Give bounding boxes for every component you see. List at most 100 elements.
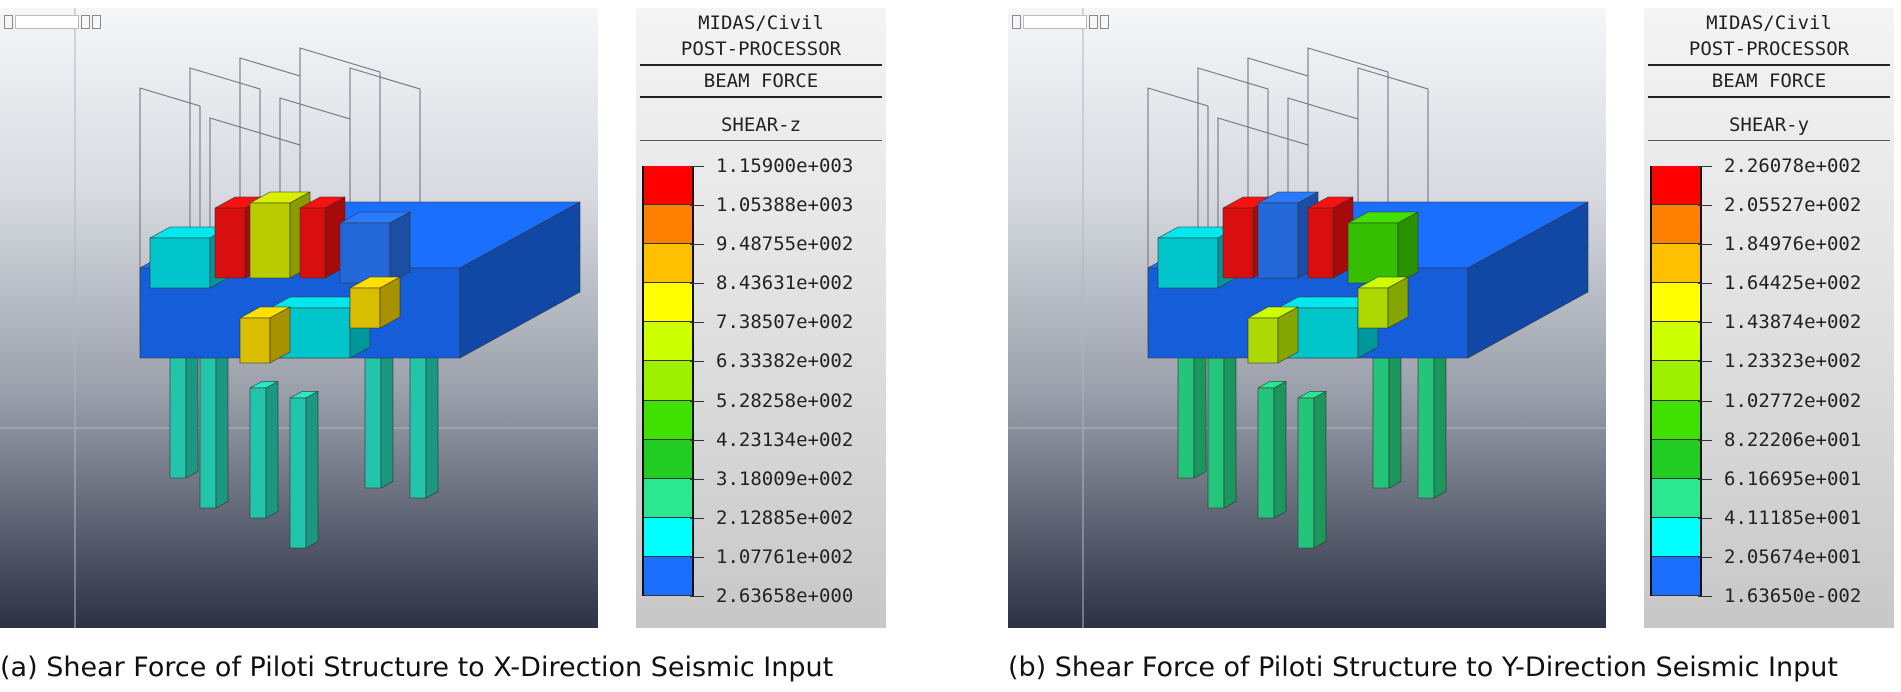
legend-tick [1698, 400, 1712, 402]
legend-value-label: 1.43874e+002 [1724, 311, 1862, 334]
legend-tick [1698, 596, 1712, 597]
legend-color-bar-a [642, 166, 694, 596]
legend-tick [1698, 166, 1712, 167]
legend-tick [690, 400, 704, 402]
legend-swatch [1652, 244, 1700, 284]
legend-divider [1648, 140, 1890, 141]
toolbar-button-b-3[interactable] [1100, 15, 1109, 29]
legend-tick [1698, 361, 1712, 363]
legend-swatch [1652, 322, 1700, 362]
legend-swatch [1652, 556, 1700, 596]
beam-segment [349, 276, 401, 329]
toolbar-button-a-2[interactable] [81, 15, 90, 29]
figure-caption-a: (a) Shear Force of Piloti Structure to X… [0, 652, 834, 683]
legend-tick [690, 556, 704, 558]
legend-divider [1648, 96, 1890, 98]
beam-segment [239, 306, 291, 364]
legend-value-label: 1.63650e-002 [1724, 585, 1862, 607]
beam-segment [1347, 211, 1419, 284]
beam-segment-high [1307, 196, 1354, 279]
model-viewport-b[interactable] [1008, 8, 1606, 628]
legend-value-label: 1.07761e+002 [716, 545, 854, 568]
legend-tick [1698, 244, 1712, 246]
legend-value-label: 1.64425e+002 [1724, 272, 1862, 295]
legend-swatch [644, 400, 692, 440]
legend-tick [690, 283, 704, 285]
legend-value-label: 1.05388e+003 [716, 194, 854, 217]
legend-swatch [1652, 205, 1700, 245]
legend-component: SHEAR-z [720, 114, 802, 136]
piloti-column [1417, 340, 1447, 499]
toolbar-button-a-3[interactable] [92, 15, 101, 29]
contour-legend-a: MIDAS/Civil POST-PROCESSOR BEAM FORCE SH… [636, 8, 886, 628]
legend-tick [1698, 205, 1712, 207]
legend-title-line1: MIDAS/Civil [1706, 12, 1832, 34]
legend-value-label: 4.23134e+002 [716, 428, 854, 451]
legend-tick [690, 517, 704, 519]
legend-tick [1698, 478, 1712, 480]
legend-divider [640, 64, 882, 66]
legend-value-label: 6.33382e+002 [716, 350, 854, 373]
legend-color-bar-b [1650, 166, 1702, 596]
toolbar-field-a[interactable] [15, 15, 79, 29]
legend-value-label: 5.28258e+002 [716, 389, 854, 412]
piloti-column [289, 390, 319, 549]
piloti-column [199, 350, 229, 509]
legend-tick [1698, 439, 1712, 441]
piloti-column [364, 350, 394, 489]
legend-swatch [644, 517, 692, 557]
legend-tick [690, 596, 704, 597]
toolbar-button-b-1[interactable] [1012, 15, 1021, 29]
legend-title-line2: POST-PROCESSOR [1688, 38, 1850, 60]
legend-swatch [644, 478, 692, 518]
legend-value-label: 6.16695e+001 [1724, 467, 1862, 490]
legend-tick [690, 205, 704, 207]
viewport-mini-toolbar-a [4, 14, 101, 30]
piloti-column [1297, 390, 1327, 549]
legend-tick [690, 166, 704, 167]
legend-value-label: 8.22206e+001 [1724, 428, 1862, 451]
legend-swatch [644, 283, 692, 323]
piloti-column [1372, 350, 1402, 489]
legend-value-label: 3.18009e+002 [716, 467, 854, 490]
legend-result-type: BEAM FORCE [1711, 70, 1827, 92]
legend-divider [640, 140, 882, 141]
piloti-model-render-a [0, 8, 598, 628]
legend-title-line1: MIDAS/Civil [698, 12, 824, 34]
legend-swatch [1652, 166, 1700, 206]
toolbar-button-a-1[interactable] [4, 15, 13, 29]
legend-tick [690, 439, 704, 441]
piloti-column [169, 340, 199, 479]
legend-value-label: 1.84976e+002 [1724, 233, 1862, 256]
legend-value-label: 1.15900e+003 [716, 155, 854, 177]
legend-result-type: BEAM FORCE [703, 70, 819, 92]
legend-swatch [1652, 439, 1700, 479]
legend-swatch [644, 166, 692, 206]
toolbar-field-b[interactable] [1023, 15, 1087, 29]
legend-value-label: 4.11185e+001 [1724, 506, 1862, 529]
toolbar-button-b-2[interactable] [1089, 15, 1098, 29]
legend-swatch [1652, 400, 1700, 440]
legend-swatch [644, 322, 692, 362]
legend-value-label: 2.63658e+000 [716, 585, 854, 607]
piloti-column [409, 340, 439, 499]
legend-component: SHEAR-y [1728, 114, 1810, 136]
legend-tick [1698, 283, 1712, 285]
viewport-mini-toolbar-b [1012, 14, 1109, 30]
legend-value-label: 1.23323e+002 [1724, 350, 1862, 373]
legend-swatch [644, 439, 692, 479]
figure-panel-b: MIDAS/Civil POST-PROCESSOR BEAM FORCE SH… [1008, 0, 1901, 692]
piloti-column [1257, 380, 1287, 519]
model-viewport-a[interactable] [0, 8, 598, 628]
figure-caption-b: (b) Shear Force of Piloti Structure to Y… [1008, 652, 1838, 683]
figure-panel-a: MIDAS/Civil POST-PROCESSOR BEAM FORCE SH… [0, 0, 900, 692]
legend-tick [1698, 556, 1712, 558]
upper-frame-wireframe [139, 47, 421, 366]
piloti-column [1207, 350, 1237, 509]
legend-title-line2: POST-PROCESSOR [680, 38, 842, 60]
legend-tick [1698, 322, 1712, 324]
legend-tick [690, 361, 704, 363]
legend-swatch [1652, 283, 1700, 323]
legend-value-label: 2.12885e+002 [716, 506, 854, 529]
legend-value-label: 2.05674e+001 [1724, 545, 1862, 568]
